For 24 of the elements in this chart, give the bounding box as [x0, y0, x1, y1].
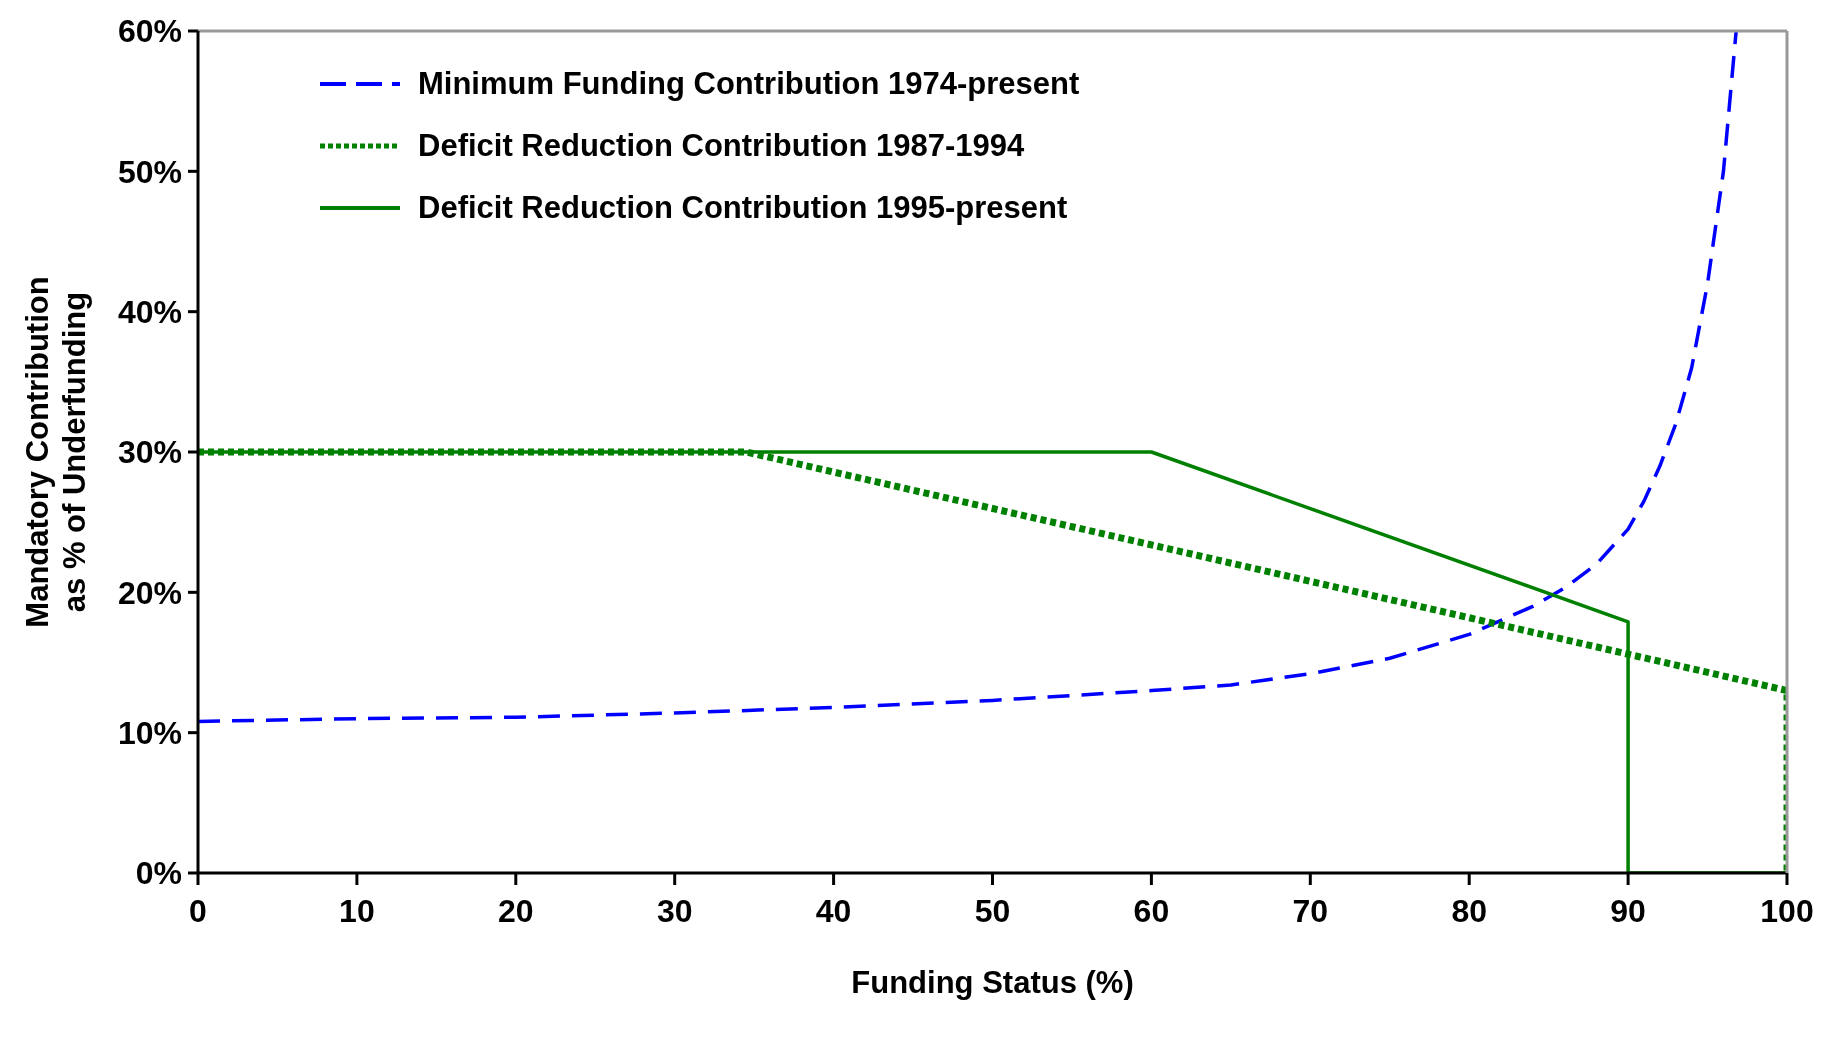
- legend-label: Minimum Funding Contribution 1974-present: [418, 65, 1080, 103]
- legend-label: Deficit Reduction Contribution 1987-1994: [418, 127, 1025, 165]
- x-axis-title: Funding Status (%): [851, 965, 1134, 1000]
- x-tick-label: 90: [1610, 892, 1646, 929]
- x-tick-label: 50: [974, 892, 1011, 929]
- y-tick-label: 20%: [117, 574, 182, 611]
- y-tick-label: 60%: [117, 13, 182, 50]
- x-tick-label: 60: [1133, 892, 1170, 929]
- x-tick-label: 70: [1292, 892, 1329, 929]
- x-tick-label: 30: [656, 892, 693, 929]
- y-tick-label: 30%: [117, 434, 182, 471]
- x-tick-label: 100: [1760, 892, 1814, 929]
- x-tick-label: 80: [1451, 892, 1487, 929]
- y-tick-label: 50%: [117, 153, 182, 190]
- y-tick-label: 40%: [117, 294, 182, 331]
- x-tick-label: 0: [189, 892, 207, 929]
- y-tick-label: 10%: [117, 715, 182, 752]
- line-series: [198, 31, 1738, 724]
- x-tick-label: 20: [498, 892, 534, 929]
- x-tick-label: 10: [339, 892, 375, 929]
- y-axis-title: Mandatory Contribution as % of Underfunding: [20, 276, 92, 628]
- legend-label: Deficit Reduction Contribution 1995-present: [418, 189, 1068, 227]
- x-tick-label: 40: [815, 892, 852, 929]
- y-tick-label: 0%: [135, 855, 182, 892]
